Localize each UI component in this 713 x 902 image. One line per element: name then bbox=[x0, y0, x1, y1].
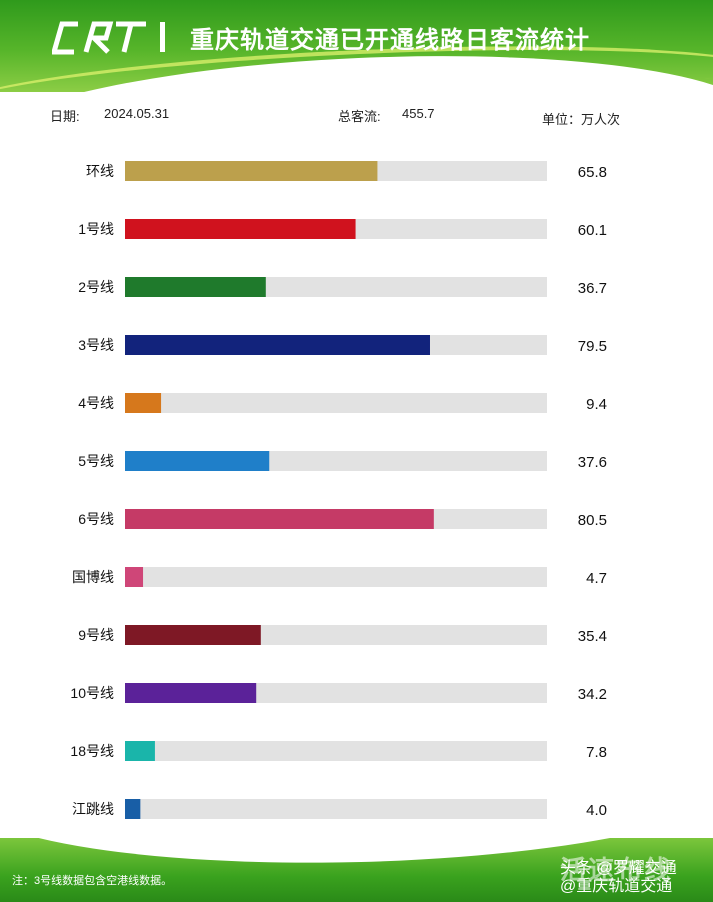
watermark-line-2: @重庆轨道交通 bbox=[560, 878, 673, 895]
bar-track-row-5 bbox=[125, 393, 547, 413]
bar-row-8 bbox=[125, 567, 144, 587]
bar-row-2 bbox=[125, 219, 356, 239]
bar-row-6 bbox=[125, 451, 270, 471]
category-label-row-4: 3号线 bbox=[78, 337, 114, 353]
category-label-row-1: 环线 bbox=[86, 163, 114, 179]
bar-row-10 bbox=[125, 683, 257, 703]
value-label-row-9: 35.4 bbox=[578, 628, 607, 645]
bar-row-4 bbox=[125, 335, 430, 355]
bar-row-11 bbox=[125, 741, 155, 761]
value-label-row-3: 36.7 bbox=[578, 280, 607, 297]
title-separator bbox=[160, 22, 165, 52]
value-label-row-1: 65.8 bbox=[578, 164, 607, 181]
value-label-row-5: 9.4 bbox=[586, 396, 607, 413]
category-label-row-3: 2号线 bbox=[78, 279, 114, 295]
value-label-row-10: 34.2 bbox=[578, 686, 607, 703]
bar-row-9 bbox=[125, 625, 261, 645]
value-label-row-6: 37.6 bbox=[578, 454, 607, 471]
watermark-line-1: 头条 @罗耀交通 bbox=[560, 860, 677, 877]
value-label-row-4: 79.5 bbox=[578, 338, 607, 355]
bar-track-row-12 bbox=[125, 799, 547, 819]
bar-track-row-11 bbox=[125, 741, 547, 761]
value-label-row-2: 60.1 bbox=[578, 222, 607, 239]
category-label-row-2: 1号线 bbox=[78, 221, 114, 237]
value-label-row-12: 4.0 bbox=[586, 802, 607, 819]
total-value: 455.7 bbox=[402, 106, 435, 121]
value-label-row-11: 7.8 bbox=[586, 744, 607, 761]
category-label-row-8: 国博线 bbox=[72, 569, 114, 585]
bar-row-12 bbox=[125, 799, 141, 819]
date-value: 2024.05.31 bbox=[104, 106, 170, 121]
footer-banner: 注：3号线数据包含空港线数据。 活速布线 头条 @罗耀交通 @重庆轨道交通 bbox=[0, 838, 713, 902]
bar-row-7 bbox=[125, 509, 434, 529]
bar-row-1 bbox=[125, 161, 378, 181]
watermark-logo-text: 活速布线 bbox=[560, 855, 673, 885]
page-title: 重庆轨道交通已开通线路日客流统计 bbox=[190, 27, 590, 54]
category-label-row-5: 4号线 bbox=[78, 395, 114, 411]
unit-label: 单位：万人次 bbox=[542, 112, 621, 127]
category-label-row-10: 10号线 bbox=[70, 685, 114, 701]
category-label-row-11: 18号线 bbox=[70, 743, 114, 759]
category-label-row-12: 江跳线 bbox=[72, 801, 114, 817]
ridership-bar-chart: 环线 65.8 1号线 60.1 2号线 36.7 3号线 79.5 4号线 9.4 5号线 37.6… bbox=[70, 161, 607, 819]
category-label-row-6: 5号线 bbox=[78, 453, 114, 469]
header-banner: 重庆轨道交通已开通线路日客流统计 bbox=[0, 0, 713, 92]
bar-track-row-8 bbox=[125, 567, 547, 587]
value-label-row-7: 80.5 bbox=[578, 512, 607, 529]
bar-row-3 bbox=[125, 277, 266, 297]
bar-row-5 bbox=[125, 393, 162, 413]
watermark: 头条 @罗耀交通 @重庆轨道交通 bbox=[560, 860, 677, 896]
total-label: 总客流: bbox=[338, 109, 381, 124]
date-label: 日期: bbox=[50, 109, 80, 124]
value-label-row-8: 4.7 bbox=[586, 570, 607, 587]
footnote: 注：3号线数据包含空港线数据。 bbox=[12, 875, 173, 887]
crt-logo-icon bbox=[52, 21, 146, 55]
category-label-row-7: 6号线 bbox=[78, 511, 114, 527]
category-label-row-9: 9号线 bbox=[78, 627, 114, 643]
